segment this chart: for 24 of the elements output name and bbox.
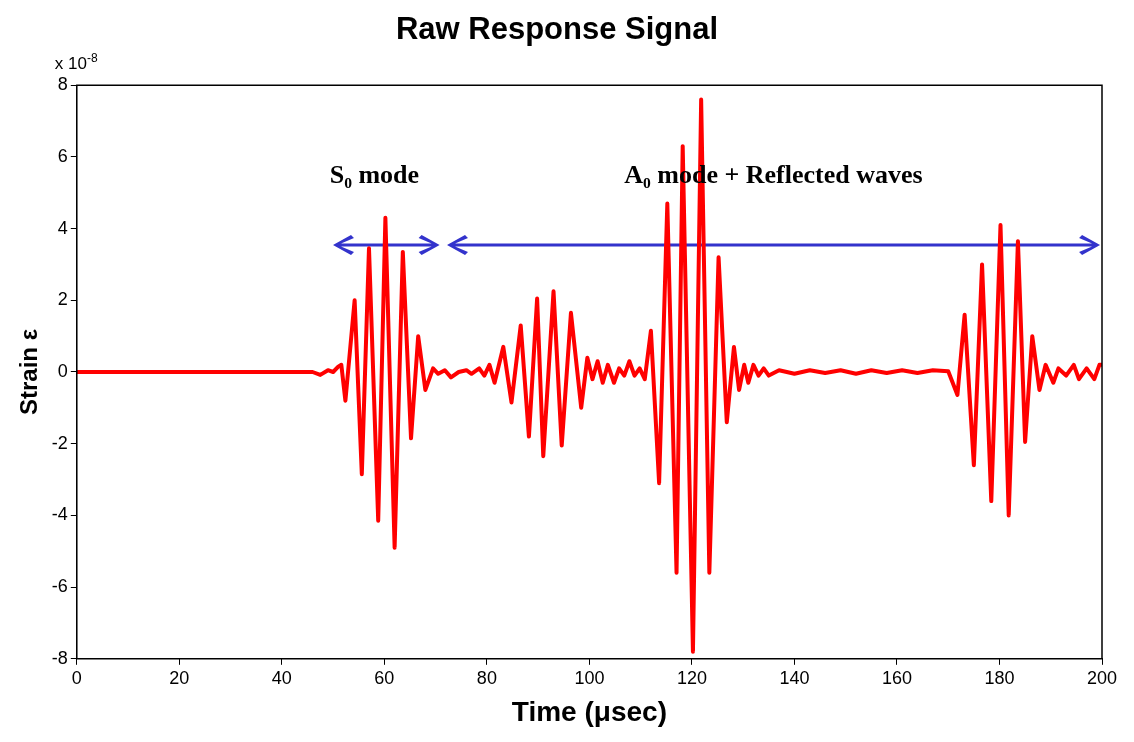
x-tick-label: 80 [476, 667, 497, 688]
y-tick-label: -2 [51, 432, 68, 453]
y-tick-label: -6 [51, 576, 68, 597]
y-axis-title: Strain ε [15, 328, 43, 416]
y-tick-label: -8 [51, 647, 68, 668]
x-tick-label: 160 [881, 667, 912, 688]
y-tick-label: 4 [57, 217, 68, 238]
x-tick-label: 140 [779, 667, 810, 688]
x-tick-label: 100 [574, 667, 605, 688]
x-tick-label: 40 [271, 667, 292, 688]
y-tick-label: 8 [57, 74, 68, 95]
x-tick-label: 200 [1086, 667, 1118, 688]
x-tick-label: 0 [71, 667, 82, 688]
x-tick-label: 180 [984, 667, 1015, 688]
x-tick-label: 120 [676, 667, 707, 688]
y-tick-label: 6 [57, 145, 68, 166]
y-tick-label: 2 [57, 289, 68, 310]
x-tick-label: 60 [374, 667, 395, 688]
y-tick-label: -4 [51, 504, 68, 525]
y-tick-label: 0 [57, 360, 68, 381]
x-tick-label: 20 [169, 667, 190, 688]
x-axis-title: Time (μsec) [511, 695, 667, 727]
chart-title: Raw Response Signal [395, 11, 719, 47]
annotation: S₀ mode [329, 159, 420, 189]
